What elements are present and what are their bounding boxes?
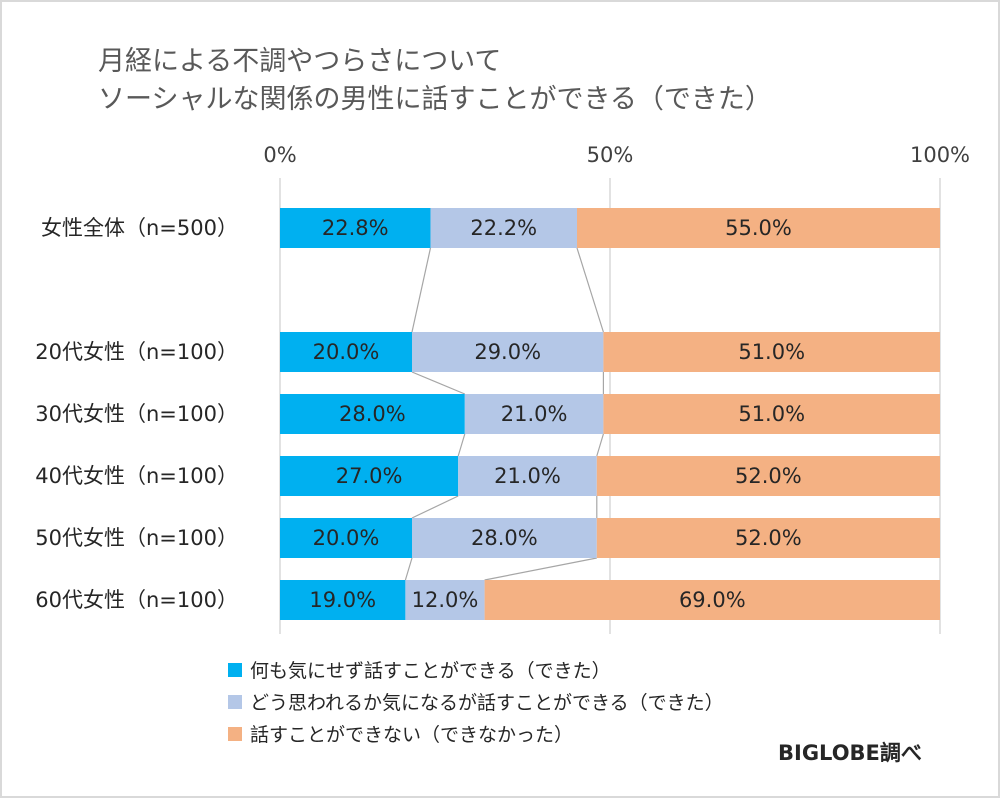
bar-segment — [412, 518, 597, 558]
series-line — [457, 433, 466, 457]
category-label: 50代女性（n=100） — [35, 526, 238, 550]
data-label: 51.0% — [738, 340, 805, 364]
data-label: 52.0% — [735, 464, 802, 488]
x-tick-label: 50% — [587, 143, 634, 167]
legend-swatch — [228, 663, 242, 677]
category-label: 60代女性（n=100） — [35, 588, 238, 612]
category-label: 40代女性（n=100） — [35, 464, 238, 488]
data-label: 69.0% — [679, 588, 746, 612]
series-line — [411, 247, 432, 333]
bar-segment — [405, 580, 485, 620]
bar-segment — [484, 580, 940, 620]
source-label: BIGLOBE調べ — [778, 741, 922, 765]
x-tick-label: 100% — [910, 143, 970, 167]
data-label: 28.0% — [339, 402, 406, 426]
bar-segment — [280, 518, 412, 558]
legend-label: 何も気にせず話すことができる（できた） — [250, 660, 611, 682]
bar-segment — [596, 518, 940, 558]
data-label: 28.0% — [471, 526, 538, 550]
bar-segment — [280, 580, 406, 620]
category-label: 女性全体（n=500） — [41, 216, 238, 240]
legend: 何も気にせず話すことができる（できた） どう思われるか気になるが話すことができる（… — [228, 660, 724, 746]
bar-segment — [458, 456, 597, 496]
legend-swatch — [228, 695, 242, 709]
data-label: 12.0% — [412, 588, 479, 612]
bars — [280, 208, 940, 620]
bar-segment — [464, 394, 604, 434]
bar-segment — [280, 394, 465, 434]
x-tick-label: 0% — [263, 143, 296, 167]
series-line — [404, 557, 413, 581]
data-label: 20.0% — [313, 340, 380, 364]
category-labels: 女性全体（n=500） 20代女性（n=100） 30代女性（n=100） 40代女性… — [35, 216, 238, 612]
chart-title-line-2: ソーシャルな関係の男性に話すことができる（できた） — [98, 84, 772, 115]
bar-segment — [280, 332, 412, 372]
data-label: 22.8% — [322, 216, 389, 240]
bar-segment — [596, 456, 940, 496]
series-line — [576, 247, 604, 333]
bar-segment — [280, 456, 459, 496]
bar-segment — [412, 332, 604, 372]
series-line — [411, 495, 459, 519]
chart-title-line-1: 月経による不調やつらさについて — [98, 46, 501, 77]
data-label: 21.0% — [501, 402, 568, 426]
series-line — [411, 371, 466, 395]
data-label: 22.2% — [470, 216, 537, 240]
chart-title: 月経による不調やつらさについて ソーシャルな関係の男性に話すことができる（できた… — [98, 46, 772, 115]
x-axis-ticks: 0% 50% 100% — [263, 143, 970, 167]
bar-segment — [280, 208, 431, 248]
bar-segment — [577, 208, 940, 248]
data-label: 20.0% — [313, 526, 380, 550]
data-labels: 22.8% 20.0% 28.0% 27.0% 20.0% 19.0% 22.2% 29.0%… — [309, 216, 805, 612]
data-label: 27.0% — [336, 464, 403, 488]
bar-segment — [603, 332, 940, 372]
data-label: 21.0% — [494, 464, 561, 488]
legend-swatch — [228, 727, 242, 741]
series-lines — [404, 247, 605, 581]
bar-segment — [603, 394, 940, 434]
category-label: 30代女性（n=100） — [35, 402, 238, 426]
series-line — [596, 433, 604, 457]
data-label: 52.0% — [735, 526, 802, 550]
legend-label: 話すことができない（できなかった） — [250, 724, 573, 746]
series-line — [484, 557, 597, 581]
data-label: 55.0% — [725, 216, 792, 240]
data-label: 19.0% — [309, 588, 376, 612]
bar-segment — [430, 208, 577, 248]
data-label: 29.0% — [474, 340, 541, 364]
data-label: 51.0% — [738, 402, 805, 426]
category-label: 20代女性（n=100） — [35, 340, 238, 364]
legend-label: どう思われるか気になるが話すことができる（できた） — [250, 692, 724, 714]
